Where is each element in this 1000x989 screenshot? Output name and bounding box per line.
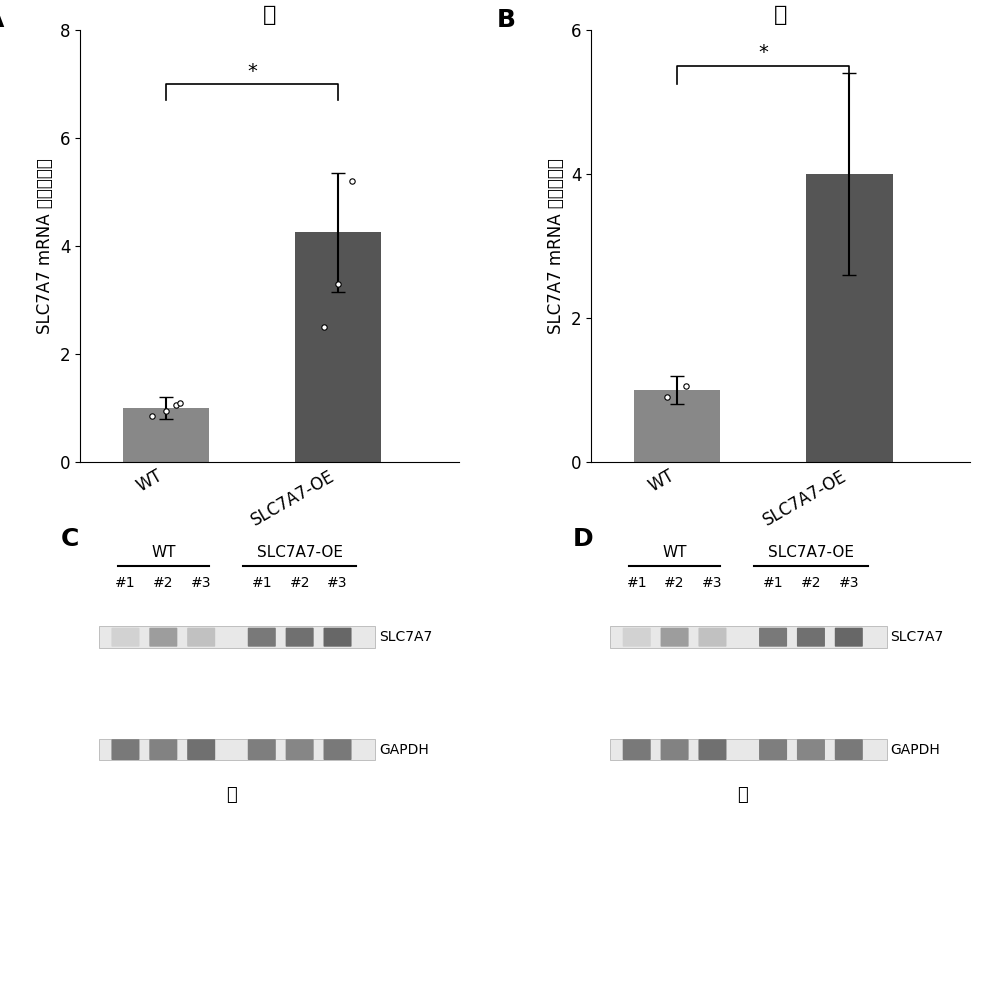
FancyBboxPatch shape <box>759 628 787 647</box>
Text: #2: #2 <box>664 577 685 590</box>
Text: #3: #3 <box>191 577 211 590</box>
Point <box>158 403 174 418</box>
Text: 肺: 肺 <box>226 786 237 804</box>
FancyBboxPatch shape <box>759 739 787 760</box>
Bar <box>610 739 887 761</box>
Text: B: B <box>497 8 516 32</box>
Bar <box>806 174 893 462</box>
Text: #3: #3 <box>839 577 859 590</box>
Text: SLC7A7-OE: SLC7A7-OE <box>257 545 343 561</box>
FancyBboxPatch shape <box>797 739 825 760</box>
Text: *: * <box>247 62 257 81</box>
Text: A: A <box>0 8 5 32</box>
Text: WT: WT <box>662 545 687 561</box>
Point <box>678 379 694 395</box>
Text: #2: #2 <box>153 577 174 590</box>
Point <box>316 319 332 335</box>
Point <box>144 408 160 424</box>
Point <box>659 390 675 405</box>
Y-axis label: SLC7A7 mRNA 相对表达量: SLC7A7 mRNA 相对表达量 <box>547 158 565 334</box>
Text: #2: #2 <box>289 577 310 590</box>
FancyBboxPatch shape <box>149 739 177 760</box>
Text: #3: #3 <box>702 577 723 590</box>
Bar <box>610 626 887 648</box>
FancyBboxPatch shape <box>623 739 651 760</box>
Bar <box>295 232 381 462</box>
FancyBboxPatch shape <box>286 739 314 760</box>
Point <box>168 398 184 413</box>
Text: #1: #1 <box>626 577 647 590</box>
Title: 肠: 肠 <box>774 5 787 26</box>
FancyBboxPatch shape <box>286 628 314 647</box>
Point <box>172 395 188 410</box>
Text: SLC7A7-OE: SLC7A7-OE <box>768 545 854 561</box>
Text: *: * <box>758 44 768 62</box>
FancyBboxPatch shape <box>835 628 863 647</box>
FancyBboxPatch shape <box>623 628 651 647</box>
Text: SLC7A7: SLC7A7 <box>890 630 944 644</box>
FancyBboxPatch shape <box>248 739 276 760</box>
Point <box>344 173 360 189</box>
FancyBboxPatch shape <box>698 739 726 760</box>
FancyBboxPatch shape <box>111 739 139 760</box>
FancyBboxPatch shape <box>187 739 215 760</box>
FancyBboxPatch shape <box>149 628 177 647</box>
Text: D: D <box>572 527 593 551</box>
Text: #1: #1 <box>763 577 783 590</box>
Text: C: C <box>61 527 79 551</box>
FancyBboxPatch shape <box>797 628 825 647</box>
Point <box>330 276 346 292</box>
Text: GAPDH: GAPDH <box>379 743 429 757</box>
FancyBboxPatch shape <box>698 628 726 647</box>
Y-axis label: SLC7A7 mRNA 相对表达量: SLC7A7 mRNA 相对表达量 <box>36 158 54 334</box>
Bar <box>123 408 209 462</box>
Text: #3: #3 <box>327 577 348 590</box>
FancyBboxPatch shape <box>835 739 863 760</box>
FancyBboxPatch shape <box>324 628 352 647</box>
Bar <box>99 739 375 761</box>
Bar <box>99 626 375 648</box>
Bar <box>634 390 720 462</box>
Text: GAPDH: GAPDH <box>890 743 940 757</box>
FancyBboxPatch shape <box>248 628 276 647</box>
FancyBboxPatch shape <box>324 739 352 760</box>
Text: WT: WT <box>151 545 176 561</box>
Text: #1: #1 <box>251 577 272 590</box>
FancyBboxPatch shape <box>111 628 139 647</box>
FancyBboxPatch shape <box>661 739 689 760</box>
FancyBboxPatch shape <box>187 628 215 647</box>
Text: #1: #1 <box>115 577 136 590</box>
Title: 肺: 肺 <box>263 5 276 26</box>
Text: SLC7A7: SLC7A7 <box>379 630 432 644</box>
Text: 肠: 肠 <box>737 786 748 804</box>
Text: #2: #2 <box>801 577 821 590</box>
FancyBboxPatch shape <box>661 628 689 647</box>
